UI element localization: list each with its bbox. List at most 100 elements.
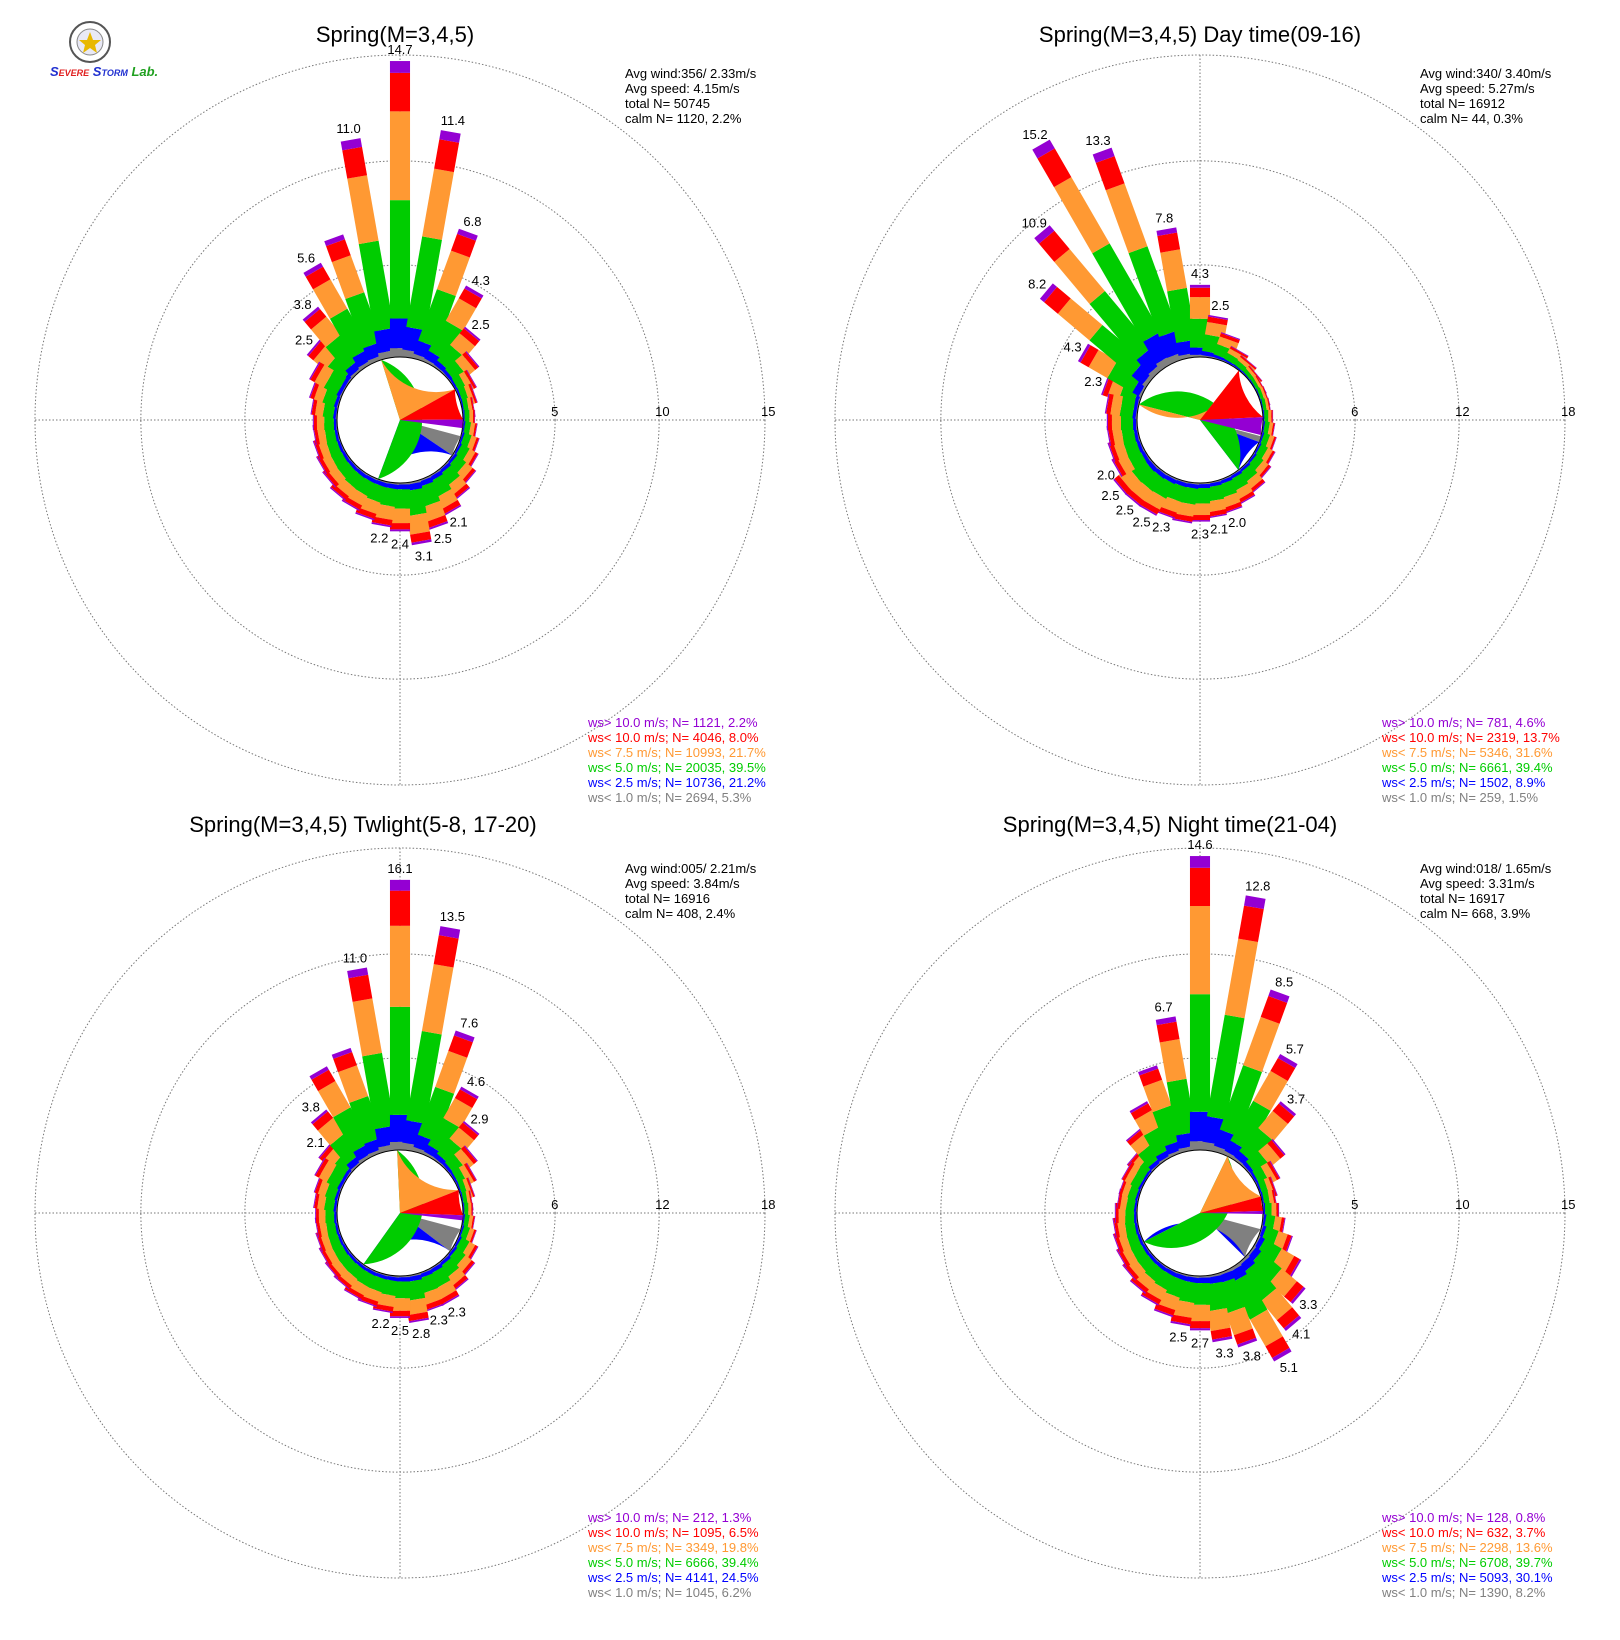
bar-value-label: 2.5 [1211,298,1229,313]
lab-logo: SEVERE STORM Lab. [50,21,158,79]
direction-bar [1039,283,1159,388]
bar-segment [1154,1303,1176,1316]
bar-segment [1089,291,1152,360]
axis-tick-label: 10 [655,404,669,419]
bar-segment [1130,1103,1153,1121]
legend-entry: ws> 10.0 m/s; N= 1121, 2.2% [587,715,758,730]
bar-segment [1221,501,1242,513]
axis-tick-label: 15 [761,404,775,419]
legend-entry: ws< 5.0 m/s; N= 20035, 39.5% [587,760,766,775]
bar-segment [410,531,432,543]
bar-segment [1152,1105,1184,1147]
pie-slice [1200,1196,1263,1213]
pie-slice [400,419,463,429]
bar-value-label: 2.5 [472,317,490,332]
bar-segment [1107,425,1116,446]
bar-segment [1189,1277,1211,1284]
axis-tick-label: 6 [551,1197,558,1212]
bar-segment [465,351,480,368]
bar-segment [1153,1308,1174,1318]
bar-segment [1258,1110,1288,1141]
legend-entry: ws< 7.5 m/s; N= 3349, 19.8% [587,1540,759,1555]
bar-segment [1139,1068,1163,1087]
bar-segment [1224,938,1258,1019]
bar-segment [308,378,317,398]
direction-bar [1232,1101,1297,1172]
bar-segment [358,1294,379,1306]
bar-value-label: 4.3 [472,273,490,288]
bar-segment [1143,1079,1172,1113]
bar-segment [318,1142,333,1159]
bar-segment [389,348,411,357]
bar-segment [1189,1328,1211,1331]
bar-value-label: 5.1 [1280,1360,1298,1375]
stat-line: Avg wind:005/ 2.21m/s [625,861,757,876]
bar-value-label: 2.8 [412,1326,430,1341]
bar-segment [342,146,368,179]
bar-segment [427,1117,461,1155]
stat-line: Avg wind:018/ 1.65m/s [1420,861,1552,876]
bar-segment [440,499,461,515]
bar-segment [323,370,347,395]
bar-segment [462,351,479,371]
bar-segment [1284,1281,1304,1303]
pie-slice [400,389,463,420]
bar-segment [312,440,321,460]
stat-line: total N= 16917 [1420,891,1505,906]
bar-segment [1124,492,1142,507]
bar-segment [314,364,334,388]
stat-line: calm N= 1120, 2.2% [625,111,742,126]
bar-segment [1237,1337,1258,1348]
bar-segment [389,529,411,532]
bar-segment [467,1177,476,1197]
bar-value-label: 2.3 [1084,374,1102,389]
bar-value-label: 2.1 [450,515,468,530]
bar-value-label: 8.5 [1275,975,1293,990]
bar-segment [1189,906,1211,995]
bar-segment [454,1148,474,1170]
bar-segment [1112,1218,1117,1239]
bar-segment [436,250,470,297]
bar-segment [1230,1100,1271,1151]
bar-segment [1266,1161,1280,1181]
bar-segment [1229,1274,1268,1320]
speed-pie [336,1149,464,1277]
bar-value-label: 2.5 [1169,1329,1187,1344]
bar-segment [1207,316,1228,326]
bar-value-label: 2.7 [1191,1335,1209,1350]
legend-entry: ws< 10.0 m/s; N= 4046, 8.0% [587,730,759,745]
bar-value-label: 11.0 [343,950,367,965]
bar-segment [331,255,365,300]
bar-segment [445,298,477,331]
bar-segment [1112,1233,1121,1253]
bar-segment [318,1160,337,1183]
bar-segment [331,1047,353,1059]
panel-title: Spring(M=3,4,5) [316,22,474,47]
bar-segment [1278,1101,1297,1117]
bar-segment [1229,346,1249,359]
bar-segment [389,523,411,530]
bar-segment [464,285,484,299]
bar-value-label: 3.8 [302,1100,320,1115]
bar-segment [1156,505,1177,518]
bar-value-label: 2.0 [1228,515,1246,530]
bar-segment [324,1262,339,1279]
bar-segment [466,1177,475,1198]
bar-segment [1138,1065,1159,1076]
bar-segment [389,1298,411,1311]
logo-text: SEVERE STORM Lab. [50,64,158,79]
bar-segment [449,1127,475,1152]
bar-segment [441,1294,460,1306]
stat-line: Avg speed: 3.31m/s [1420,876,1535,891]
bar-segment [1223,506,1243,515]
bar-segment [318,1081,351,1118]
bar-segment [1102,376,1115,397]
bar-segment [1159,1038,1187,1083]
legend-entry: ws< 10.0 m/s; N= 1095, 6.5% [587,1525,759,1540]
bar-segment [371,516,393,526]
axis-tick-label: 15 [1561,1197,1575,1212]
bar-segment [1037,148,1072,188]
bar-segment [1132,398,1139,419]
bar-segment [1130,1166,1148,1189]
bar-segment [1121,1161,1133,1180]
